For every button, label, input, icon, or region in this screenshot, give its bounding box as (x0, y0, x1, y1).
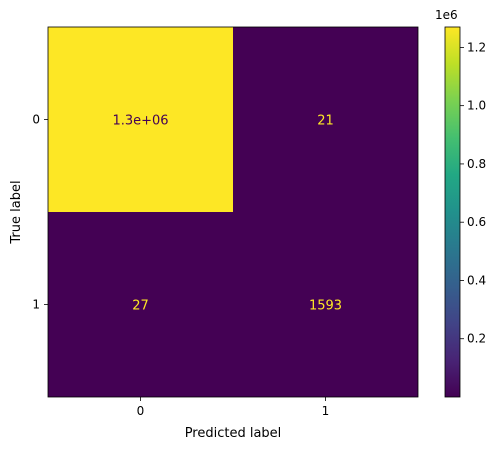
colorbar (444, 26, 461, 398)
heatmap-cells: 1.3e+06 21 27 1593 (48, 27, 418, 397)
colorbar-tick-label-2: 0.6 (467, 215, 486, 229)
colorbar-tick-label-5: 1.2 (467, 40, 486, 54)
colorbar-tick-label-0: 0.2 (467, 332, 486, 346)
y-axis-ticks: 01 (32, 113, 48, 312)
colorbar-multiplier: 1e6 (435, 8, 458, 22)
heatmap-cell-0-1 (233, 27, 418, 212)
y-tick-label-1: 1 (32, 298, 40, 312)
heatmap-cell-0-0 (48, 27, 233, 212)
colorbar-tick-label-3: 0.8 (467, 157, 486, 171)
plot-frame (47, 26, 419, 398)
colorbar-tick-label-4: 1.0 (467, 99, 486, 113)
y-axis-label: True label (9, 180, 24, 244)
colorbar-tick-label-1: 0.4 (467, 273, 486, 287)
cell-value-label-0-0: 1.3e+06 (112, 114, 168, 129)
y-tick-label-0: 0 (32, 113, 40, 127)
x-tick-label-1: 1 (322, 404, 330, 418)
heatmap-cell-1-1 (233, 212, 418, 397)
cell-value-label-0-1: 21 (317, 114, 334, 129)
x-tick-label-0: 0 (137, 404, 145, 418)
cell-value-label-1-1: 1593 (309, 299, 342, 314)
x-axis-label: Predicted label (185, 426, 282, 441)
cell-value-label-1-0: 27 (132, 299, 149, 314)
colorbar-ticks: 0.2 0.4 0.6 0.8 1.0 1.2 (460, 40, 486, 346)
heatmap-cell-1-0 (48, 212, 233, 397)
